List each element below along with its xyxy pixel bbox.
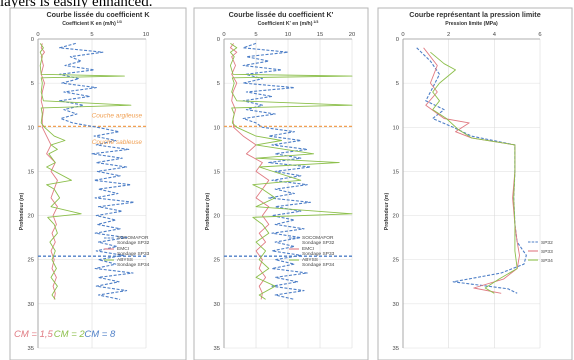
x-tick-label: 10 [143,32,149,38]
cm-label: CM = 1,5 [14,329,54,340]
x-axis-title-exponent: 1/3 [116,20,122,24]
series-line-3 [229,43,353,300]
legend-label: Sondage SP32 [302,240,335,246]
panel-frame [9,7,187,360]
legend-label: Sondage SP34 [302,262,335,268]
x-tick-label: 10 [285,32,291,38]
legend-label: Sondage SP34 [117,262,150,268]
series-line-1 [242,42,311,300]
series-line-1 [59,42,135,300]
y-axis-title: Profondeur (m) [205,192,211,230]
chart-panel-pressure: Courbe représentant la pression limite Pr… [377,7,573,360]
chart-title: Courbe représentant la pression limite [409,10,540,19]
y-tick-label: 25 [393,258,399,264]
legend-label: Sondage SP33 [302,251,335,257]
y-tick-label: 30 [214,302,220,308]
x-tick-label: 2 [447,32,450,38]
legend-label: ABYSS [302,257,318,263]
x-tick-label: 20 [349,32,355,38]
y-tick-label: 15 [214,169,220,175]
x-tick-label: 0 [401,32,404,38]
x-axis-title: Coefficient K en (m/h) 1/3 [62,20,122,27]
legend-label: SP32 [541,240,553,246]
cm-label: CM = 2 [54,329,86,340]
y-tick-label: 30 [28,302,34,308]
y-tick-label: 10 [393,125,399,131]
y-tick-label: 35 [393,346,399,352]
chart-title: Courbe lissée du coefficient K' [229,10,334,19]
y-tick-label: 10 [214,125,220,131]
chart-title: Courbe lissée du coefficient K [46,10,150,19]
y-tick-label: 30 [393,302,399,308]
legend-label: Sondage SP33 [117,251,150,257]
panel-frame [193,7,369,360]
x-tick-label: 6 [538,32,541,38]
y-tick-label: 0 [217,37,220,43]
x-tick-label: 5 [254,32,257,38]
y-tick-label: 25 [28,258,34,264]
legend-label: SP34 [541,258,553,264]
x-tick-label: 0 [222,32,225,38]
page-caption: layers is easily enhanced. [0,0,153,10]
y-tick-label: 0 [396,37,399,43]
series-line-2 [40,43,58,300]
x-axis-title: Coefficient K' en (m/h) 1/3 [258,20,319,27]
y-tick-label: 35 [28,346,34,352]
y-tick-label: 15 [393,169,399,175]
legend-label: EMCI [302,246,314,252]
x-tick-label: 0 [36,32,39,38]
y-tick-label: 25 [214,258,220,264]
x-tick-label: 4 [493,32,497,38]
chart-panel-k-prime: Courbe lissée du coefficient K'Coefficie… [193,7,369,360]
y-tick-label: 20 [214,214,220,220]
legend-label: EMCI [117,246,129,252]
y-tick-label: 35 [214,346,220,352]
y-tick-label: 20 [393,214,399,220]
legend-label: SP33 [541,249,553,255]
layer-annotation: Couche sableuse [92,139,143,146]
y-tick-label: 0 [31,37,34,43]
y-axis-title: Profondeur (m) [384,192,390,230]
panel-frame [377,7,573,360]
x-tick-label: 15 [317,32,323,38]
legend-label: Sondage SP32 [117,240,150,246]
y-tick-label: 5 [31,81,34,87]
chart-panel-k: Courbe lissée du coefficient KCoefficien… [9,7,187,360]
series-line-3 [39,43,132,300]
legend-label: SOCOMAFOR [117,235,149,241]
cm-label: CM = 8 [84,329,116,340]
y-tick-label: 10 [28,125,34,131]
x-axis-title: Pression limite (MPa) [445,21,498,27]
legend-label: SOCOMAFOR [302,235,334,241]
layer-annotation: Couche argileuse [92,113,143,120]
x-tick-label: 5 [90,32,93,38]
y-axis-title: Profondeur (m) [19,192,25,230]
legend-label: ABYSS [117,257,133,263]
y-tick-label: 5 [217,81,220,87]
x-axis-title-exponent: 1/3 [312,20,318,24]
y-tick-label: 5 [396,81,399,87]
y-tick-label: 20 [28,214,34,220]
y-tick-label: 15 [28,169,34,175]
series-line-3 [430,51,518,294]
